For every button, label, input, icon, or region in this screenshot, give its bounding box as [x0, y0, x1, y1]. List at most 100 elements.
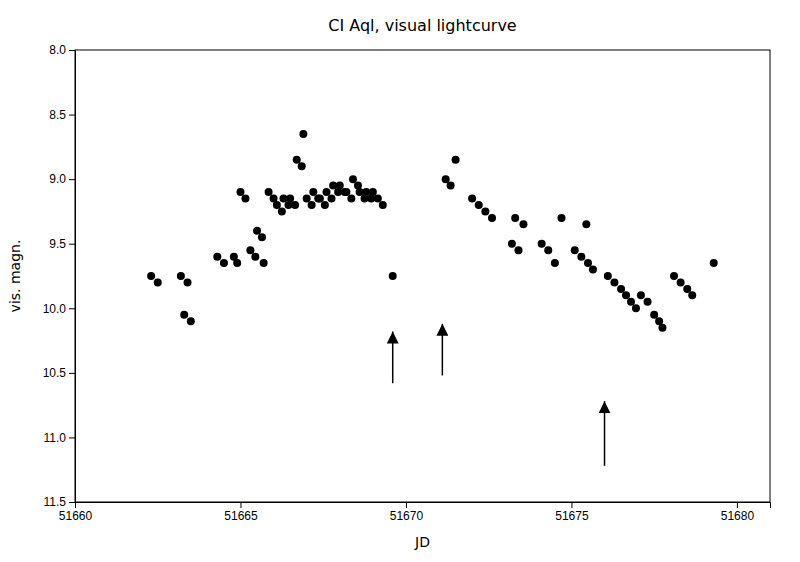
point: [336, 182, 344, 190]
point: [374, 195, 382, 203]
point: [233, 259, 241, 267]
arrow: [604, 401, 606, 466]
point: [347, 195, 355, 203]
y-tick-label: 9.0: [49, 172, 66, 186]
point: [258, 233, 266, 241]
x-tick-label: 51665: [224, 509, 258, 523]
point: [617, 285, 625, 293]
point: [710, 259, 718, 267]
point: [253, 227, 261, 235]
point: [379, 201, 387, 209]
point: [481, 207, 489, 215]
x-tick-mark: [571, 502, 572, 508]
y-tick: 10.0: [43, 302, 75, 316]
y-tick-label: 9.5: [49, 237, 66, 251]
y-tick-label: 11.0: [44, 431, 67, 445]
y-tick-label: 8.5: [49, 108, 66, 122]
x-tick-mark: [737, 502, 738, 508]
point: [558, 214, 566, 222]
point: [468, 195, 476, 203]
point: [323, 188, 331, 196]
y-tick-mark: [69, 50, 75, 51]
point: [584, 259, 592, 267]
y-tick: 11.5: [44, 495, 75, 509]
point: [177, 272, 185, 280]
point: [589, 266, 597, 274]
point: [184, 278, 192, 286]
y-tick-mark: [69, 179, 75, 180]
point: [291, 201, 299, 209]
point: [213, 253, 221, 261]
y-tick: 11.0: [44, 431, 75, 445]
y-tick-mark: [69, 244, 75, 245]
point: [475, 201, 483, 209]
point: [260, 259, 268, 267]
point: [670, 272, 678, 280]
x-tick-label: 51660: [59, 509, 93, 523]
y-tick: 8.5: [49, 108, 75, 122]
point: [582, 220, 590, 228]
point: [514, 246, 522, 254]
point: [220, 259, 228, 267]
point: [632, 304, 640, 312]
point: [644, 298, 652, 306]
point: [627, 298, 635, 306]
y-tick: 8.0: [49, 43, 75, 57]
point: [508, 240, 516, 248]
x-tick-mark: [240, 502, 241, 508]
y-tick-label: 8.0: [49, 43, 66, 57]
title: CI Aql, visual lightcurve: [328, 16, 516, 35]
point: [538, 240, 546, 248]
x-tick-label: 51680: [721, 509, 755, 523]
point: [604, 272, 612, 280]
point: [342, 188, 350, 196]
point: [442, 175, 450, 183]
y-tick-mark: [69, 437, 75, 438]
point: [298, 162, 306, 170]
point: [316, 195, 324, 203]
arrow: [392, 332, 394, 384]
y-tick: 10.5: [43, 366, 75, 380]
y-tick-label: 10.0: [43, 302, 67, 316]
point: [180, 311, 188, 319]
point: [452, 156, 460, 164]
y-tick: 9.5: [49, 237, 75, 251]
point: [251, 253, 259, 261]
point: [551, 259, 559, 267]
point: [658, 324, 666, 332]
point: [369, 188, 377, 196]
y-tick-mark: [69, 115, 75, 116]
x-tick-mark: [406, 502, 407, 508]
point: [519, 220, 527, 228]
point: [187, 317, 195, 325]
y-tick-label: 11.5: [44, 495, 67, 509]
point: [236, 188, 244, 196]
x-tick-label: 51675: [555, 509, 589, 523]
x-axis: 51660 51665 51670 51675 51680: [59, 502, 771, 523]
plot: 51660 51665 51670 51675 51680 8.0 8.5 9.0 9.5 10.…: [43, 43, 771, 522]
point: [610, 278, 618, 286]
x-tick: 51680: [721, 502, 755, 523]
x-axis-title: JD: [414, 534, 430, 550]
y-axis: 8.0 8.5 9.0 9.5 10.0 10.5 11.0 11.5: [43, 43, 76, 509]
y-axis-title: vis. magn.: [7, 240, 23, 313]
point: [327, 195, 335, 203]
point: [511, 214, 519, 222]
point: [308, 201, 316, 209]
x-tick: 51665: [224, 502, 258, 523]
y-tick-mark: [69, 373, 75, 374]
y-tick-mark: [69, 308, 75, 309]
point: [544, 246, 552, 254]
point: [309, 188, 317, 196]
point: [447, 182, 455, 190]
point: [246, 246, 254, 254]
point: [147, 272, 155, 280]
x-tick-label: 51670: [390, 509, 424, 523]
point: [321, 201, 329, 209]
x-tick: 51670: [390, 502, 424, 523]
point: [278, 207, 286, 215]
point: [389, 272, 397, 280]
point: [286, 195, 294, 203]
data-layer: [147, 130, 718, 466]
point: [293, 156, 301, 164]
